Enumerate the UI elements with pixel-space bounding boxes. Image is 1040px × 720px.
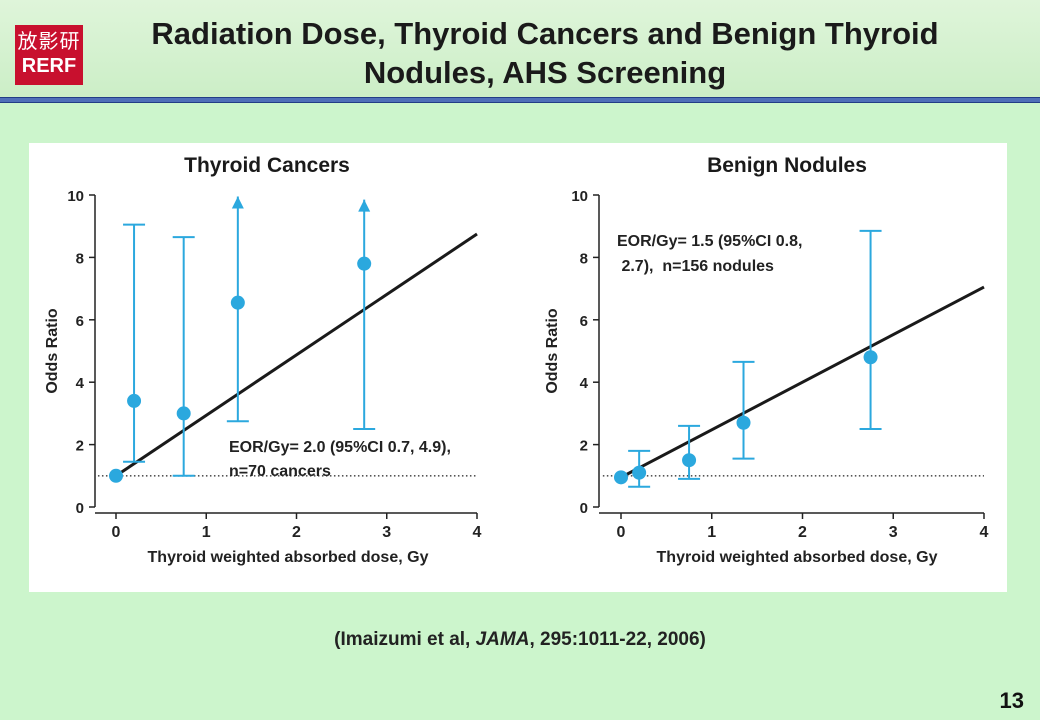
x-tick-label: 4	[473, 524, 482, 541]
error-bar	[353, 199, 376, 430]
header-divider	[0, 97, 1040, 103]
logo-latin: RERF	[21, 55, 77, 77]
chart-title: Thyroid Cancers	[184, 154, 350, 177]
x-tick-label: 4	[980, 524, 989, 541]
y-tick-label: 10	[571, 188, 588, 205]
annotation-line: EOR/Gy= 2.0 (95%CI 0.7, 4.9),	[229, 439, 451, 456]
data-point	[736, 415, 751, 430]
y-tick-label: 4	[76, 375, 85, 392]
annotation-line: EOR/Gy= 1.5 (95%CI 0.8,	[617, 233, 802, 250]
logo-kanji: 放影研	[17, 31, 81, 53]
annotation-line: 2.7), n=156 nodules	[617, 258, 774, 275]
slide-title: Radiation Dose, Thyroid Cancers and Beni…	[151, 16, 939, 90]
y-tick-label: 4	[580, 375, 589, 392]
data-point	[230, 295, 245, 310]
y-tick-label: 2	[580, 438, 588, 455]
fit-line	[115, 232, 478, 478]
data-point	[109, 468, 123, 483]
y-tick-label: 2	[76, 438, 84, 455]
x-tick-label: 1	[707, 524, 716, 541]
slide-number: 13	[999, 688, 1024, 713]
rerf-logo: 放影研 RERF	[15, 25, 83, 85]
y-tick-label: 8	[580, 250, 588, 267]
data-point	[863, 350, 878, 365]
x-tick-label: 1	[202, 524, 211, 541]
y-axis-label: Odds Ratio	[44, 308, 61, 394]
error-bar	[123, 223, 146, 463]
citation-prefix: (Imaizumi et al,	[334, 629, 476, 650]
citation-journal: JAMA	[475, 629, 530, 650]
citation: (Imaizumi et al, JAMA, 295:1011-22, 2006…	[0, 629, 1040, 651]
y-axis-label: Odds Ratio	[544, 308, 561, 394]
x-tick-label: 2	[292, 524, 301, 541]
data-point	[357, 256, 372, 271]
x-tick-label: 2	[798, 524, 807, 541]
x-axis-label: Thyroid weighted absorbed dose, Gy	[657, 549, 938, 566]
data-point	[682, 453, 697, 468]
y-tick-label: 6	[580, 313, 588, 330]
x-axis-label: Thyroid weighted absorbed dose, Gy	[148, 549, 429, 566]
x-tick-label: 3	[382, 524, 391, 541]
error-bar	[732, 360, 755, 460]
fit-line	[620, 285, 985, 479]
y-tick-label: 0	[76, 500, 84, 517]
x-tick-label: 3	[889, 524, 898, 541]
chart-title: Benign Nodules	[707, 154, 867, 177]
error-bar-arrow	[358, 199, 371, 212]
error-bar	[678, 424, 701, 480]
data-point	[176, 406, 191, 421]
figure-panel: Thyroid Cancers 0 2 4 6 8 10 0 1 2 3 4 Thyroid weigh…	[29, 143, 1007, 592]
x-tick-label: 0	[112, 524, 121, 541]
error-bar-arrow	[231, 196, 244, 209]
chart-1: Thyroid Cancers 0 2 4 6 8 10 0 1 2 3 4 Thyroid weigh…	[44, 154, 482, 566]
error-bar	[172, 236, 195, 477]
y-tick-label: 10	[67, 188, 84, 205]
slide-header	[0, 0, 1040, 100]
data-point	[632, 465, 647, 480]
y-tick-label: 0	[580, 500, 588, 517]
data-point	[127, 393, 142, 408]
citation-suffix: , 295:1011-22, 2006)	[529, 629, 706, 650]
chart-2: Benign Nodules 0 2 4 6 8 10 0 1 2 3 4 Thyroid weight…	[544, 154, 989, 566]
x-tick-label: 0	[617, 524, 626, 541]
y-tick-label: 8	[76, 250, 84, 267]
error-bar	[859, 229, 882, 430]
y-tick-label: 6	[76, 313, 84, 330]
annotation-line: n=70 cancers	[229, 463, 331, 480]
data-point	[614, 470, 628, 485]
